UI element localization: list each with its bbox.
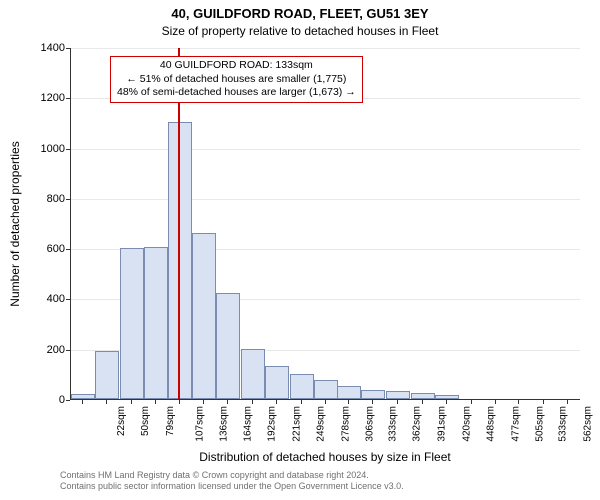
x-tick-mark xyxy=(372,400,373,404)
footer-line-2: Contains public sector information licen… xyxy=(60,481,590,492)
histogram-bar xyxy=(386,391,410,399)
x-tick-mark xyxy=(325,400,326,404)
y-tick-mark xyxy=(66,149,70,150)
x-tick-mark xyxy=(203,400,204,404)
x-tick-mark xyxy=(276,400,277,404)
histogram-bar xyxy=(361,390,385,399)
x-tick-label: 306sqm xyxy=(364,406,375,442)
x-tick-mark xyxy=(106,400,107,404)
y-tick-mark xyxy=(66,199,70,200)
histogram-bar xyxy=(120,248,144,399)
y-tick-mark xyxy=(66,48,70,49)
x-tick-mark xyxy=(227,400,228,404)
y-axis-label: Number of detached properties xyxy=(8,141,22,306)
x-tick-mark xyxy=(301,400,302,404)
annotation-line-1: 40 GUILDFORD ROAD: 133sqm xyxy=(117,59,356,73)
y-tick-label: 1000 xyxy=(25,143,65,155)
x-tick-mark xyxy=(252,400,253,404)
histogram-bar xyxy=(192,233,216,399)
x-tick-label: 79sqm xyxy=(165,406,176,436)
histogram-bar xyxy=(314,380,338,399)
x-tick-label: 477sqm xyxy=(510,406,521,442)
chart-container: 40, GUILDFORD ROAD, FLEET, GU51 3EY Size… xyxy=(0,0,600,500)
y-tick-mark xyxy=(66,350,70,351)
x-tick-label: 249sqm xyxy=(315,406,326,442)
y-tick-label: 0 xyxy=(25,394,65,406)
histogram-bar xyxy=(71,394,95,399)
x-tick-label: 22sqm xyxy=(116,406,127,436)
y-tick-label: 200 xyxy=(25,344,65,356)
x-tick-label: 107sqm xyxy=(194,406,205,442)
histogram-bar xyxy=(290,374,314,399)
x-tick-mark xyxy=(446,400,447,404)
footer-line-1: Contains HM Land Registry data © Crown c… xyxy=(60,470,590,481)
histogram-bar xyxy=(144,247,168,399)
x-tick-mark xyxy=(567,400,568,404)
footer-attribution: Contains HM Land Registry data © Crown c… xyxy=(60,470,590,493)
y-tick-label: 800 xyxy=(25,193,65,205)
y-tick-label: 600 xyxy=(25,243,65,255)
x-tick-label: 192sqm xyxy=(267,406,278,442)
x-tick-mark xyxy=(397,400,398,404)
annotation-line-2: ← 51% of detached houses are smaller (1,… xyxy=(117,73,356,87)
gridline xyxy=(71,149,580,150)
x-tick-label: 448sqm xyxy=(485,406,496,442)
x-tick-label: 278sqm xyxy=(340,406,351,442)
x-tick-label: 164sqm xyxy=(243,406,254,442)
histogram-bar xyxy=(265,366,289,399)
x-tick-mark xyxy=(471,400,472,404)
x-tick-label: 420sqm xyxy=(462,406,473,442)
chart-title-main: 40, GUILDFORD ROAD, FLEET, GU51 3EY xyxy=(0,6,600,21)
histogram-bar xyxy=(337,386,361,399)
x-tick-label: 562sqm xyxy=(583,406,594,442)
histogram-bar xyxy=(216,293,240,399)
y-tick-mark xyxy=(66,299,70,300)
histogram-bar xyxy=(411,393,435,399)
annotation-box: 40 GUILDFORD ROAD: 133sqm ← 51% of detac… xyxy=(110,56,363,103)
x-tick-mark xyxy=(179,400,180,404)
x-tick-label: 533sqm xyxy=(558,406,569,442)
x-tick-label: 391sqm xyxy=(437,406,448,442)
chart-title-sub: Size of property relative to detached ho… xyxy=(0,24,600,38)
x-tick-mark xyxy=(543,400,544,404)
x-tick-label: 50sqm xyxy=(140,406,151,436)
x-axis-label: Distribution of detached houses by size … xyxy=(70,450,580,464)
histogram-bar xyxy=(435,395,459,399)
x-tick-label: 362sqm xyxy=(412,406,423,442)
y-tick-label: 400 xyxy=(25,293,65,305)
x-tick-label: 136sqm xyxy=(219,406,230,442)
x-tick-mark xyxy=(348,400,349,404)
y-tick-label: 1400 xyxy=(25,42,65,54)
x-tick-label: 505sqm xyxy=(534,406,545,442)
y-tick-mark xyxy=(66,98,70,99)
y-tick-label: 1200 xyxy=(25,92,65,104)
histogram-bar xyxy=(95,351,119,399)
gridline xyxy=(71,199,580,200)
x-tick-mark xyxy=(82,400,83,404)
x-tick-mark xyxy=(131,400,132,404)
x-tick-mark xyxy=(518,400,519,404)
annotation-line-3: 48% of semi-detached houses are larger (… xyxy=(117,86,356,100)
y-tick-mark xyxy=(66,400,70,401)
histogram-bar xyxy=(241,349,265,399)
x-tick-mark xyxy=(495,400,496,404)
x-tick-label: 333sqm xyxy=(387,406,398,442)
gridline xyxy=(71,48,580,49)
x-tick-label: 221sqm xyxy=(292,406,303,442)
histogram-bar xyxy=(168,122,192,399)
x-tick-mark xyxy=(155,400,156,404)
y-tick-mark xyxy=(66,249,70,250)
x-tick-mark xyxy=(422,400,423,404)
